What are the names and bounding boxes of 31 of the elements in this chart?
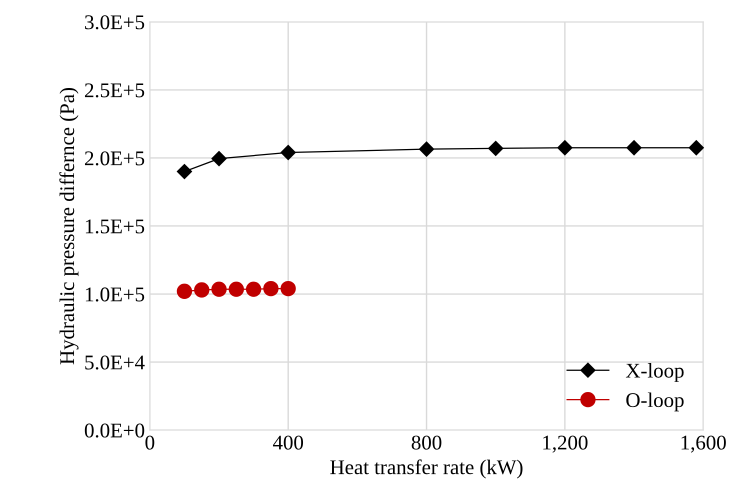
- point: [263, 280, 279, 296]
- legend-label: O-loop: [626, 392, 684, 412]
- point: [626, 140, 642, 156]
- point: [228, 282, 244, 297]
- point: [194, 282, 210, 298]
- y-tick-label: 5.0E+4: [85, 355, 145, 370]
- point: [246, 282, 262, 297]
- point: [176, 164, 192, 180]
- point: [557, 140, 572, 156]
- y-tick-label: 1.0E+5: [86, 287, 144, 302]
- y-axis-title: Hydraulic pressure differnce (Pa): [59, 88, 79, 364]
- point: [418, 142, 434, 157]
- point: [488, 140, 504, 156]
- legend-label: X-loop: [626, 363, 684, 382]
- y-tick-label: 2.5E+5: [84, 83, 144, 98]
- y-tick-label: 1.5E+5: [86, 219, 144, 234]
- x-tick-label: 1,600: [682, 436, 726, 453]
- point: [211, 282, 227, 297]
- point: [688, 140, 704, 156]
- point: [176, 284, 192, 299]
- x-tick-label: 1,200: [543, 436, 588, 453]
- point: [280, 144, 296, 160]
- y-tick-label: 3.0E+5: [85, 15, 144, 30]
- y-tick-label: 0.0E+0: [84, 423, 144, 438]
- y-tick-label: 2.0E+5: [84, 151, 144, 166]
- x-tick-label: 0: [145, 436, 154, 450]
- point: [280, 280, 296, 296]
- x-tick-label: 400: [272, 436, 304, 450]
- x-tick-label: 800: [412, 436, 442, 450]
- point: [211, 151, 227, 166]
- x-axis-title: Heat transfer rate (kW): [330, 459, 522, 479]
